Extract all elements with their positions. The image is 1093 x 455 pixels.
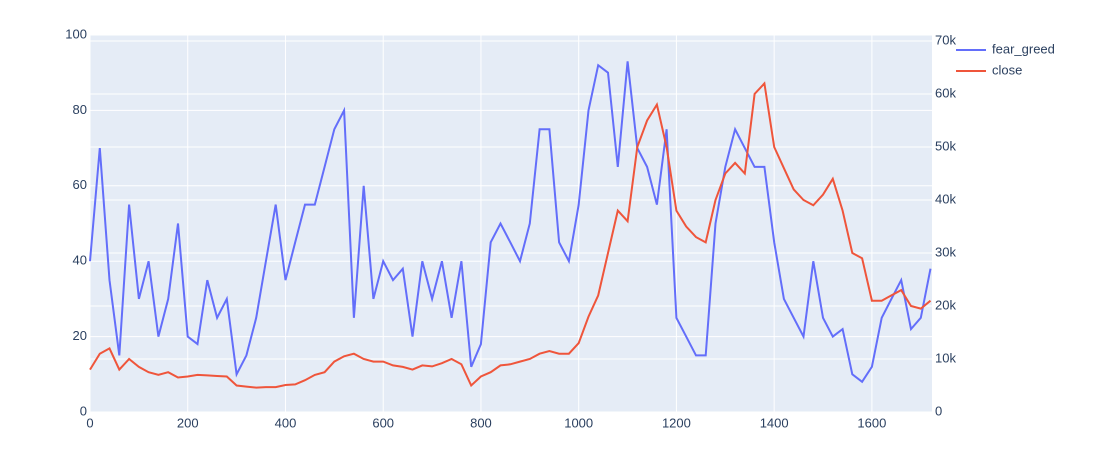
x-tick-label: 600 (372, 415, 394, 430)
y-tick-label: 40 (73, 253, 87, 268)
plot-area (90, 35, 932, 412)
y2-tick-label: 20k (935, 297, 956, 312)
y2-tick-label: 70k (935, 32, 956, 47)
series-line (89, 81, 932, 389)
legend-label: close (992, 62, 1022, 77)
x-tick-label: 1600 (857, 415, 886, 430)
x-tick-label: 400 (275, 415, 297, 430)
y2-tick-label: 0 (935, 403, 942, 418)
x-tick-label: 1000 (564, 415, 593, 430)
y-tick-label: 0 (80, 403, 87, 418)
y2-tick-label: 10k (935, 350, 956, 365)
x-tick-label: 1200 (662, 415, 691, 430)
y2-tick-label: 60k (935, 85, 956, 100)
x-tick-label: 1400 (760, 415, 789, 430)
y-tick-label: 20 (73, 328, 87, 343)
y-tick-label: 80 (73, 102, 87, 117)
x-tick-label: 200 (177, 415, 199, 430)
y2-tick-label: 40k (935, 191, 956, 206)
y2-tick-label: 50k (935, 138, 956, 153)
series-line (89, 61, 932, 384)
y2-tick-label: 30k (935, 244, 956, 259)
x-tick-label: 800 (470, 415, 492, 430)
legend-label: fear_greed (992, 41, 1055, 56)
y-tick-label: 100 (65, 26, 87, 41)
y-tick-label: 60 (73, 177, 87, 192)
x-tick-label: 0 (86, 415, 93, 430)
